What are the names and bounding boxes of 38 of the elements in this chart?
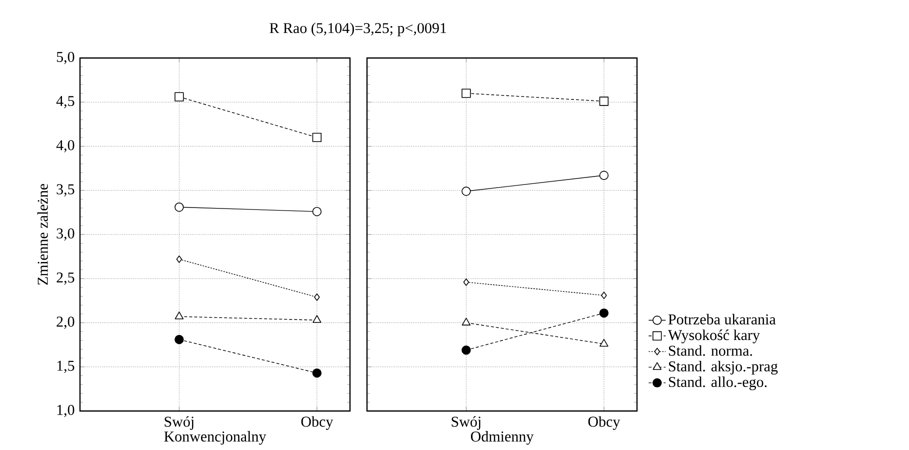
x-tick-label: Swój: [452, 416, 480, 430]
legend-label: Stand. aksjo.-prag: [668, 360, 778, 375]
legend-label: Potrzeba ukarania: [668, 314, 776, 324]
x-tick-label: Obcy: [301, 416, 334, 430]
x-axis-title: Konwencjonalny: [164, 431, 266, 445]
point: [463, 278, 470, 286]
point: [312, 132, 322, 142]
y-tick-label: 4,5: [56, 96, 74, 108]
point: [462, 186, 471, 196]
point: [312, 368, 322, 378]
legend-label: Stand. norma.: [668, 345, 752, 356]
x-tick-label: Swój: [164, 416, 194, 430]
y-tick-label: 3,0: [56, 228, 74, 241]
y-tick-label: 1,5: [57, 360, 74, 373]
point: [599, 170, 609, 180]
legend-label: Wysokość kary: [668, 330, 760, 344]
point: [462, 88, 471, 98]
y-tick-label: 2,5: [56, 272, 74, 285]
legend-label: Stand. allo.-ego.: [668, 376, 767, 390]
point: [174, 202, 184, 212]
y-tick-label: 3,5: [56, 184, 74, 196]
point: [599, 308, 609, 318]
point: [601, 292, 607, 300]
point: [462, 346, 471, 355]
point: [312, 206, 322, 216]
chart-title: R Rao (5,104)=3,25; p<,0091: [270, 22, 446, 36]
y-tick-label: 4,0: [56, 140, 74, 152]
x-tick-label: Obcy: [588, 416, 620, 430]
point: [176, 256, 182, 263]
y-axis-title: Zmienne zależne: [37, 184, 48, 285]
point: [599, 96, 609, 106]
point: [174, 334, 184, 344]
point: [314, 293, 320, 301]
point: [174, 92, 184, 102]
x-axis-title: Odmienny: [470, 431, 534, 445]
y-tick-label: 2,0: [56, 316, 74, 329]
y-tick-label: 1,0: [57, 404, 74, 418]
y-tick-label: 5,0: [56, 52, 74, 64]
